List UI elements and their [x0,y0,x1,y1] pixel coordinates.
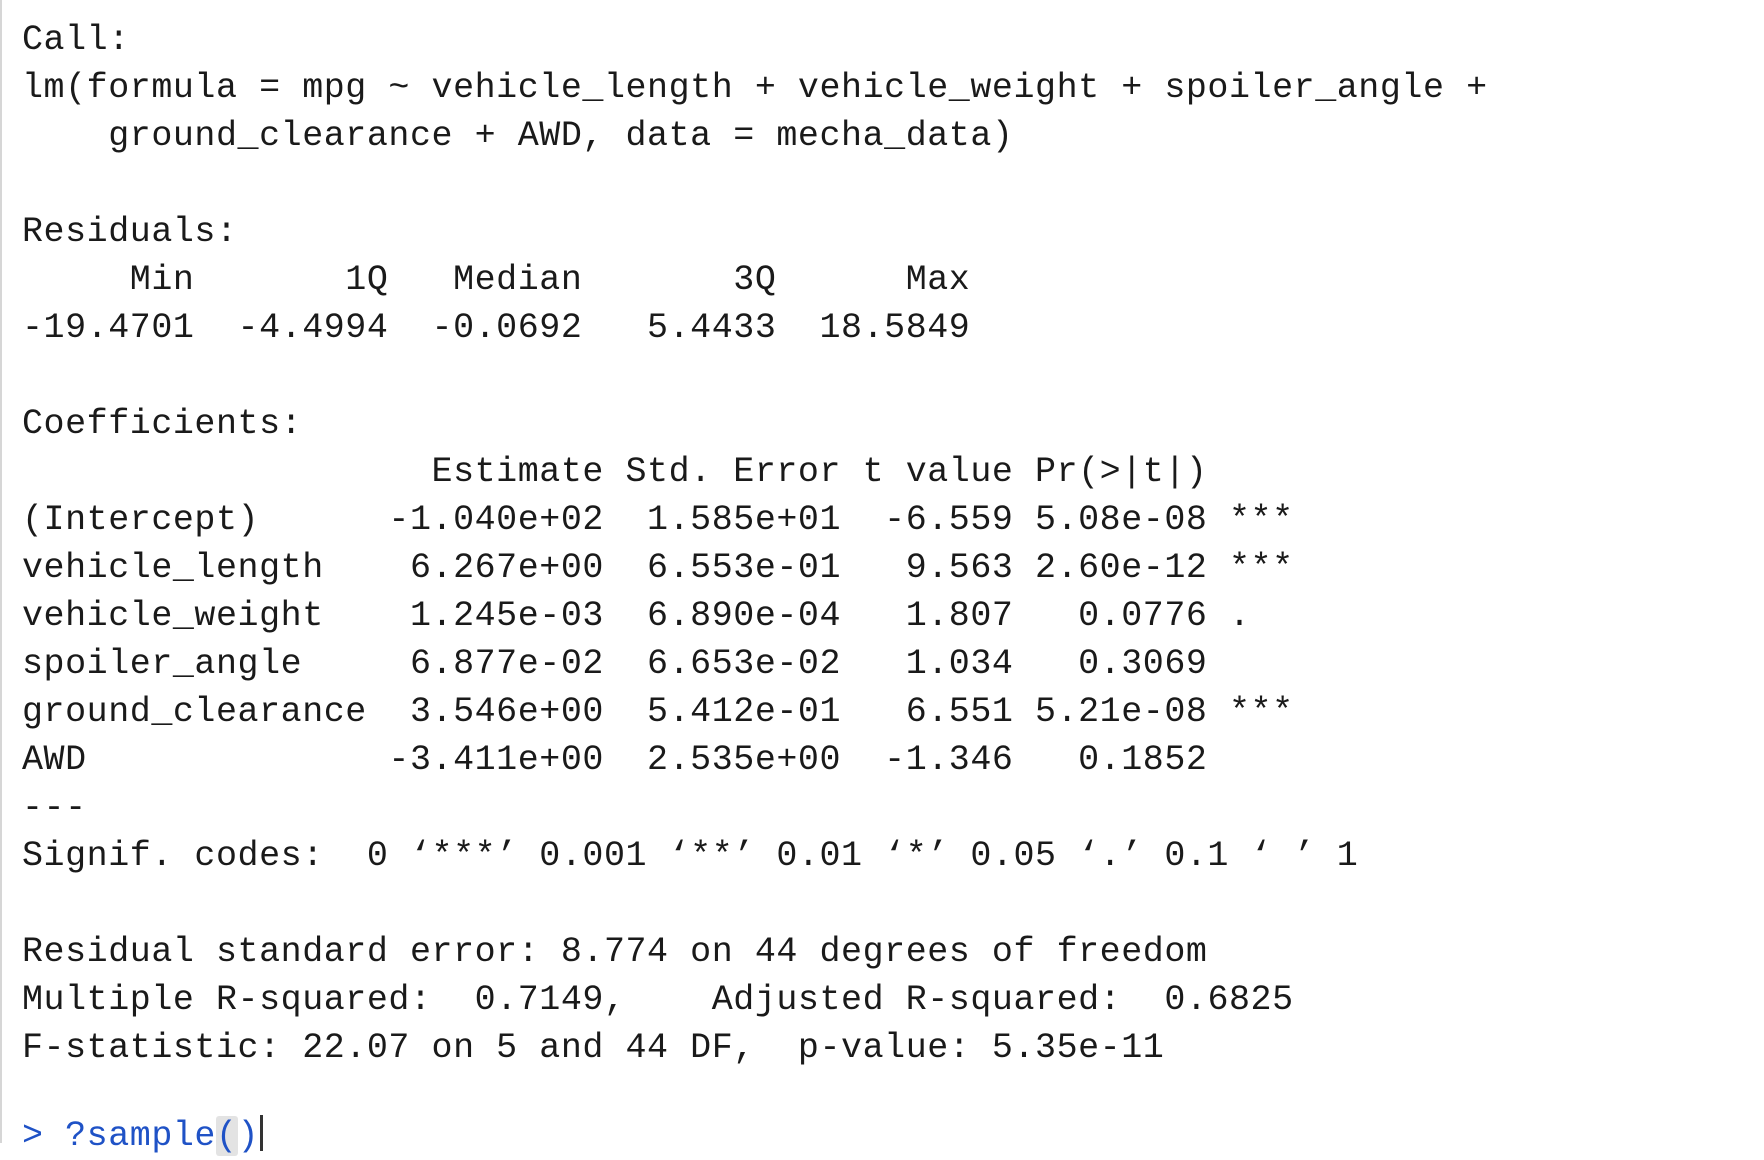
call-formula-line-2: ground_clearance + AWD, data = mecha_dat… [22,116,1014,156]
residuals-header: Residuals: [22,212,238,252]
coefficient-row-vehicle-length: vehicle_length 6.267e+00 6.553e-01 9.563… [22,548,1294,588]
signif-codes-line: Signif. codes: 0 ‘***’ 0.001 ‘**’ 0.01 ‘… [22,836,1359,876]
prompt-symbol: > [22,1116,66,1156]
call-formula-line-1: lm(formula = mpg ~ vehicle_length + vehi… [22,68,1510,108]
coefficient-row-vehicle-weight: vehicle_weight 1.245e-03 6.890e-04 1.807… [22,596,1294,636]
matched-open-paren: ( [215,1116,238,1156]
f-statistic-line: F-statistic: 22.07 on 5 and 44 DF, p-val… [22,1028,1165,1068]
coefficient-row-intercept: (Intercept) -1.040e+02 1.585e+01 -6.559 … [22,500,1294,540]
console-output: Call: lm(formula = mpg ~ vehicle_length +… [22,16,1509,1120]
r-squared-line: Multiple R-squared: 0.7149, Adjusted R-s… [22,980,1316,1020]
residual-standard-error-line: Residual standard error: 8.774 on 44 deg… [22,932,1208,972]
blank-line [22,160,1509,208]
coefficient-row-ground-clearance: ground_clearance 3.546e+00 5.412e-01 6.5… [22,692,1294,732]
blank-line [22,352,1509,400]
residuals-column-headers: Min 1Q Median 3Q Max [22,260,992,300]
matched-close-paren: ) [237,1116,260,1156]
text-cursor [260,1115,264,1151]
call-header: Call: [22,20,130,60]
typed-command: ?sample [65,1116,216,1156]
coefficients-column-headers: Estimate Std. Error t value Pr(>|t|) [22,452,1294,492]
coefficient-row-awd: AWD -3.411e+00 2.535e+00 -1.346 0.1852 [22,740,1294,780]
coefficients-header: Coefficients: [22,404,303,444]
residuals-values: -19.4701 -4.4994 -0.0692 5.4433 18.5849 [22,308,992,348]
console-input-line[interactable]: > ?sample() [22,1112,264,1160]
separator-line: --- [22,788,87,828]
blank-line [22,880,1509,928]
coefficient-row-spoiler-angle: spoiler_angle 6.877e-02 6.653e-02 1.034 … [22,644,1294,684]
